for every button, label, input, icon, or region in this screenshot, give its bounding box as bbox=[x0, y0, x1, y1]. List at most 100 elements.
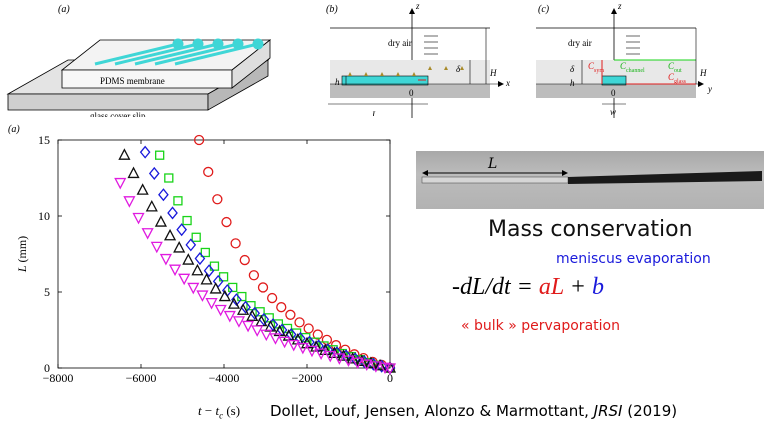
data-point-triangle-down bbox=[150, 241, 163, 254]
x-axis-label: t − tc (s) bbox=[198, 403, 241, 421]
meniscus-evaporation-label: meniscus evaporation bbox=[556, 251, 711, 267]
data-point-triangle-up bbox=[373, 358, 387, 371]
data-point-triangle-up bbox=[127, 166, 140, 179]
data-point-triangle-down bbox=[342, 355, 355, 367]
panel-c-y-label: y bbox=[708, 84, 712, 94]
data-point-circle bbox=[285, 309, 296, 320]
panel-b-z-label: z bbox=[416, 1, 420, 11]
data-point-triangle-down bbox=[232, 316, 246, 328]
glass-slip-side bbox=[7, 93, 209, 111]
rate-equation: -dL/dt = aL + b bbox=[452, 274, 604, 301]
panel-b-L-label: L bbox=[372, 110, 378, 116]
data-point-triangle-down bbox=[315, 348, 328, 360]
data-point-triangle-down bbox=[296, 342, 309, 355]
data-point-diamond bbox=[221, 283, 233, 298]
data-point-square bbox=[200, 247, 210, 258]
panel-c-dry-air-label: dry air bbox=[568, 38, 592, 48]
data-point-square bbox=[264, 313, 274, 323]
data-point-triangle-up bbox=[209, 282, 222, 294]
bulk-pervaporation-label: « bulk » pervaporation bbox=[461, 318, 620, 334]
data-point-triangle-up bbox=[136, 183, 149, 195]
data-point-triangle-down bbox=[251, 325, 264, 337]
data-point-circle bbox=[203, 166, 214, 178]
data-point-square bbox=[246, 301, 256, 311]
data-point-square bbox=[164, 173, 174, 183]
panel-c-tag: (c) bbox=[538, 4, 550, 15]
data-point-triangle-down bbox=[223, 310, 236, 323]
panel-b-drawing bbox=[328, 8, 504, 118]
citation-journal: JRSI bbox=[593, 402, 623, 420]
channel-photo-drawing bbox=[421, 170, 762, 184]
data-point-triangle-down bbox=[360, 359, 373, 371]
citation-authors: Dollet, Louf, Jensen, Alonzo & Marmottan… bbox=[270, 402, 594, 420]
data-point-circle bbox=[193, 134, 205, 146]
data-point-triangle-down bbox=[351, 357, 364, 370]
plot-frame bbox=[57, 139, 391, 369]
panel-a-tag: (a) bbox=[58, 4, 70, 15]
panel-c-cglass-label: Cglass bbox=[668, 72, 687, 85]
panel-b-dry-air-label: dry air bbox=[388, 38, 412, 48]
panel-b-origin-label: 0 bbox=[409, 88, 414, 98]
panel-c-delta-label: δ bbox=[570, 64, 575, 74]
data-point-triangle-up bbox=[173, 241, 186, 253]
panel-c-w-label: w bbox=[610, 107, 617, 117]
data-point-square bbox=[155, 150, 165, 160]
data-point-square bbox=[191, 232, 201, 242]
equation-plus: + bbox=[563, 274, 592, 300]
data-point-circle bbox=[212, 194, 223, 205]
data-point-circle bbox=[248, 270, 260, 281]
panel-c-h-label: h bbox=[570, 78, 575, 88]
y-tick-label: 10 bbox=[38, 209, 50, 223]
data-point-square bbox=[255, 307, 265, 317]
panel-c-z-label: z bbox=[618, 1, 622, 11]
data-point-triangle-down bbox=[168, 264, 182, 277]
data-point-triangle-up bbox=[154, 215, 167, 227]
data-point-triangle-up bbox=[364, 356, 377, 369]
data-point-triangle-down bbox=[114, 177, 127, 190]
data-point-diamond bbox=[158, 188, 169, 202]
chart-marks bbox=[114, 134, 397, 375]
data-point-triangle-up bbox=[328, 346, 341, 359]
data-point-triangle-down bbox=[196, 290, 209, 302]
y-tick-label: 15 bbox=[38, 133, 50, 147]
data-point-triangle-down bbox=[269, 333, 282, 345]
citation: Dollet, Louf, Jensen, Alonzo & Marmottan… bbox=[270, 402, 677, 420]
x-tick-label: 0 bbox=[387, 371, 393, 385]
data-point-circle bbox=[221, 216, 232, 228]
equation-lhs: -dL/dt = bbox=[452, 274, 539, 300]
y-tick-label: 5 bbox=[44, 285, 50, 299]
data-point-triangle-down bbox=[159, 253, 172, 266]
data-point-triangle-down bbox=[305, 345, 319, 358]
data-point-triangle-down bbox=[141, 228, 154, 240]
panel-b-tag: (b) bbox=[326, 4, 338, 15]
data-point-diamond bbox=[185, 238, 197, 252]
panel-b-delta-label: δ bbox=[456, 64, 461, 74]
data-point-triangle-up bbox=[191, 263, 204, 276]
data-point-circle bbox=[230, 238, 241, 249]
data-point-circle bbox=[266, 292, 278, 304]
data-point-triangle-down bbox=[214, 304, 227, 317]
data-point-circle bbox=[321, 334, 333, 346]
data-point-triangle-down bbox=[383, 363, 397, 375]
chip-drawing bbox=[6, 38, 272, 111]
glass-cover-slip-label: glass cover slip bbox=[90, 111, 146, 117]
panel-c-H-label: H bbox=[700, 68, 707, 78]
data-point-circle bbox=[312, 329, 323, 340]
x-tick-label: −8000 bbox=[43, 371, 74, 385]
panel-c-drawing bbox=[536, 8, 704, 118]
data-point-diamond bbox=[148, 166, 160, 180]
y-tick-label: 0 bbox=[44, 361, 50, 375]
data-point-triangle-down bbox=[324, 350, 337, 363]
panel-c-cout-label: Cout bbox=[668, 61, 682, 74]
data-point-triangle-down bbox=[187, 282, 200, 295]
data-point-triangle-down bbox=[369, 361, 382, 373]
data-point-square bbox=[173, 196, 183, 206]
data-point-triangle-up bbox=[182, 253, 195, 265]
data-point-triangle-up bbox=[200, 272, 213, 285]
photo-L-label: L bbox=[488, 156, 498, 172]
panel-c-csym-label: Csym bbox=[588, 61, 605, 74]
plot-tag: (a) bbox=[8, 124, 20, 135]
panel-c-cchannel-label: Cchannel bbox=[620, 61, 645, 74]
channel-photo: L bbox=[416, 151, 764, 209]
panel-c-origin-label: 0 bbox=[611, 88, 616, 98]
